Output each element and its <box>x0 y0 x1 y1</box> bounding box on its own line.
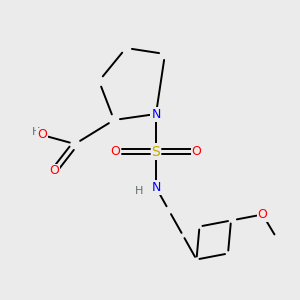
Text: O: O <box>192 145 201 158</box>
Text: O: O <box>258 208 267 221</box>
Text: N: N <box>151 107 161 121</box>
Text: H: H <box>135 185 144 196</box>
Text: O: O <box>37 128 47 142</box>
Text: O: O <box>49 164 59 178</box>
Text: N: N <box>151 181 161 194</box>
Text: H: H <box>32 127 41 137</box>
Text: O: O <box>111 145 120 158</box>
Text: S: S <box>152 145 160 158</box>
